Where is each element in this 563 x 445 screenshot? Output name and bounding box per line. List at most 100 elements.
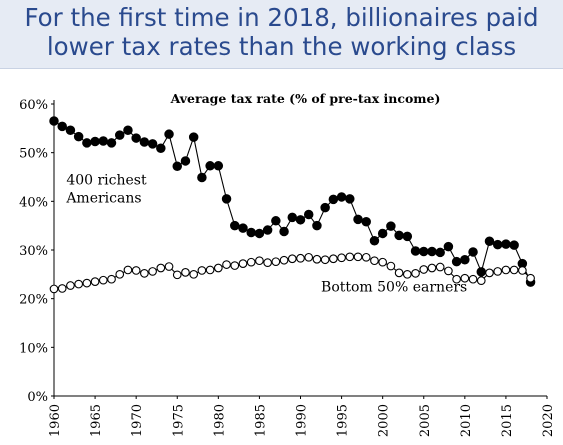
- x-tick-label: 1990: [295, 404, 310, 437]
- top400-point: [410, 246, 421, 256]
- bottom50-point: [156, 263, 166, 273]
- top400-point: [451, 256, 462, 267]
- bottom50-point: [213, 263, 223, 273]
- top400-point: [492, 239, 503, 250]
- top400-point: [73, 131, 84, 142]
- bottom50-point: [329, 254, 338, 264]
- x-tick-label: 2020: [541, 404, 556, 437]
- bottom50-point: [361, 252, 371, 262]
- bottom50-point: [378, 257, 388, 267]
- top400-point: [98, 136, 109, 146]
- bottom50-point: [255, 256, 264, 266]
- bottom50-point: [222, 260, 231, 269]
- bottom50-point: [246, 257, 256, 267]
- x-tick-label: 2010: [459, 404, 474, 437]
- bottom50-point: [452, 274, 461, 284]
- top400-point: [287, 212, 298, 223]
- top400-point: [65, 125, 76, 136]
- bottom50-point: [107, 274, 116, 284]
- top400-point: [139, 137, 150, 147]
- bottom50-point: [386, 261, 396, 271]
- bottom50-point: [353, 252, 363, 262]
- top400-point: [328, 194, 339, 205]
- bottom50-point: [66, 281, 75, 290]
- y-tick-label: 30%: [19, 244, 48, 259]
- bottom50-point: [435, 262, 445, 272]
- x-tick-label: 1970: [130, 404, 145, 437]
- bottom50-point: [263, 258, 272, 268]
- top400-point: [131, 133, 141, 143]
- bottom50-point: [509, 265, 519, 275]
- top400-point: [336, 192, 347, 202]
- bottom50-point: [98, 275, 108, 285]
- bottom50-point: [476, 276, 486, 286]
- y-tick-label: 60%: [19, 98, 48, 113]
- x-tick-label: 1980: [212, 404, 227, 437]
- top400-point: [213, 161, 224, 171]
- chart-axes: 0% 10% 20% 30% 40% 50% 60% 1960 1965 1970 1975 1980…: [19, 98, 556, 437]
- bottom50-point: [296, 253, 305, 263]
- top400-point: [418, 246, 429, 257]
- top400-point: [164, 129, 174, 139]
- y-tick-label: 10%: [19, 341, 48, 356]
- annotation-bottom50: Bottom 50% earners: [321, 279, 467, 295]
- top400-point: [106, 138, 117, 148]
- bottom50-point: [172, 270, 182, 280]
- chart-annotations: 400 richest Americans Bottom 50% earners: [65, 172, 467, 295]
- bottom50-point: [90, 277, 100, 286]
- bottom50-point: [444, 266, 453, 276]
- top400-point: [57, 121, 67, 132]
- top400-point: [82, 138, 92, 148]
- top400-point: [303, 209, 314, 220]
- bottom50-point: [123, 265, 133, 275]
- top400-point: [262, 225, 273, 235]
- bottom50-point: [189, 269, 199, 279]
- top400-point: [377, 228, 388, 239]
- top400-point: [279, 226, 289, 237]
- top400-point: [468, 247, 478, 257]
- bottom50-point: [468, 274, 478, 284]
- top400-point: [114, 130, 125, 140]
- bottom50-point: [517, 266, 527, 275]
- top400-point: [254, 228, 265, 239]
- top400-point: [221, 194, 232, 204]
- top400-point: [320, 202, 330, 213]
- bottom50-point: [485, 268, 494, 278]
- y-tick-label: 0%: [27, 390, 48, 405]
- top400-point: [312, 220, 322, 231]
- top400-point: [180, 156, 191, 166]
- x-tick-label: 2000: [377, 404, 392, 437]
- y-tick-label: 50%: [19, 147, 48, 162]
- top400-point: [49, 116, 59, 126]
- bottom50-point: [49, 284, 59, 294]
- x-tick-label: 2015: [500, 404, 515, 437]
- bottom50-point: [287, 254, 297, 264]
- series-points: [49, 116, 536, 294]
- bottom50-point: [164, 262, 174, 271]
- top400-point: [271, 216, 281, 226]
- x-tick-label: 1975: [171, 404, 186, 437]
- top400-point: [369, 236, 380, 246]
- slide-headline: For the first time in 2018, billionaires…: [24, 3, 539, 61]
- bottom50-point: [312, 254, 322, 264]
- bottom50-point: [304, 252, 314, 262]
- bottom50-point: [197, 266, 207, 275]
- bottom50-point: [370, 256, 379, 266]
- x-tick-label: 1965: [89, 404, 104, 437]
- top400-point: [509, 240, 519, 250]
- bottom50-point: [238, 259, 248, 268]
- bottom50-point: [205, 265, 215, 275]
- bottom50-point: [337, 253, 346, 263]
- top400-point: [394, 230, 404, 241]
- slide-header: For the first time in 2018, billionaires…: [0, 0, 563, 69]
- top400-point: [402, 231, 413, 242]
- top400-point: [484, 236, 495, 246]
- bottom50-point: [279, 255, 289, 265]
- bottom50-point: [419, 265, 429, 274]
- annotation-top400: 400 richest Americans: [65, 172, 147, 206]
- bottom50-point: [74, 279, 83, 289]
- x-tick-label: 1960: [48, 404, 63, 437]
- top400-point: [386, 221, 396, 231]
